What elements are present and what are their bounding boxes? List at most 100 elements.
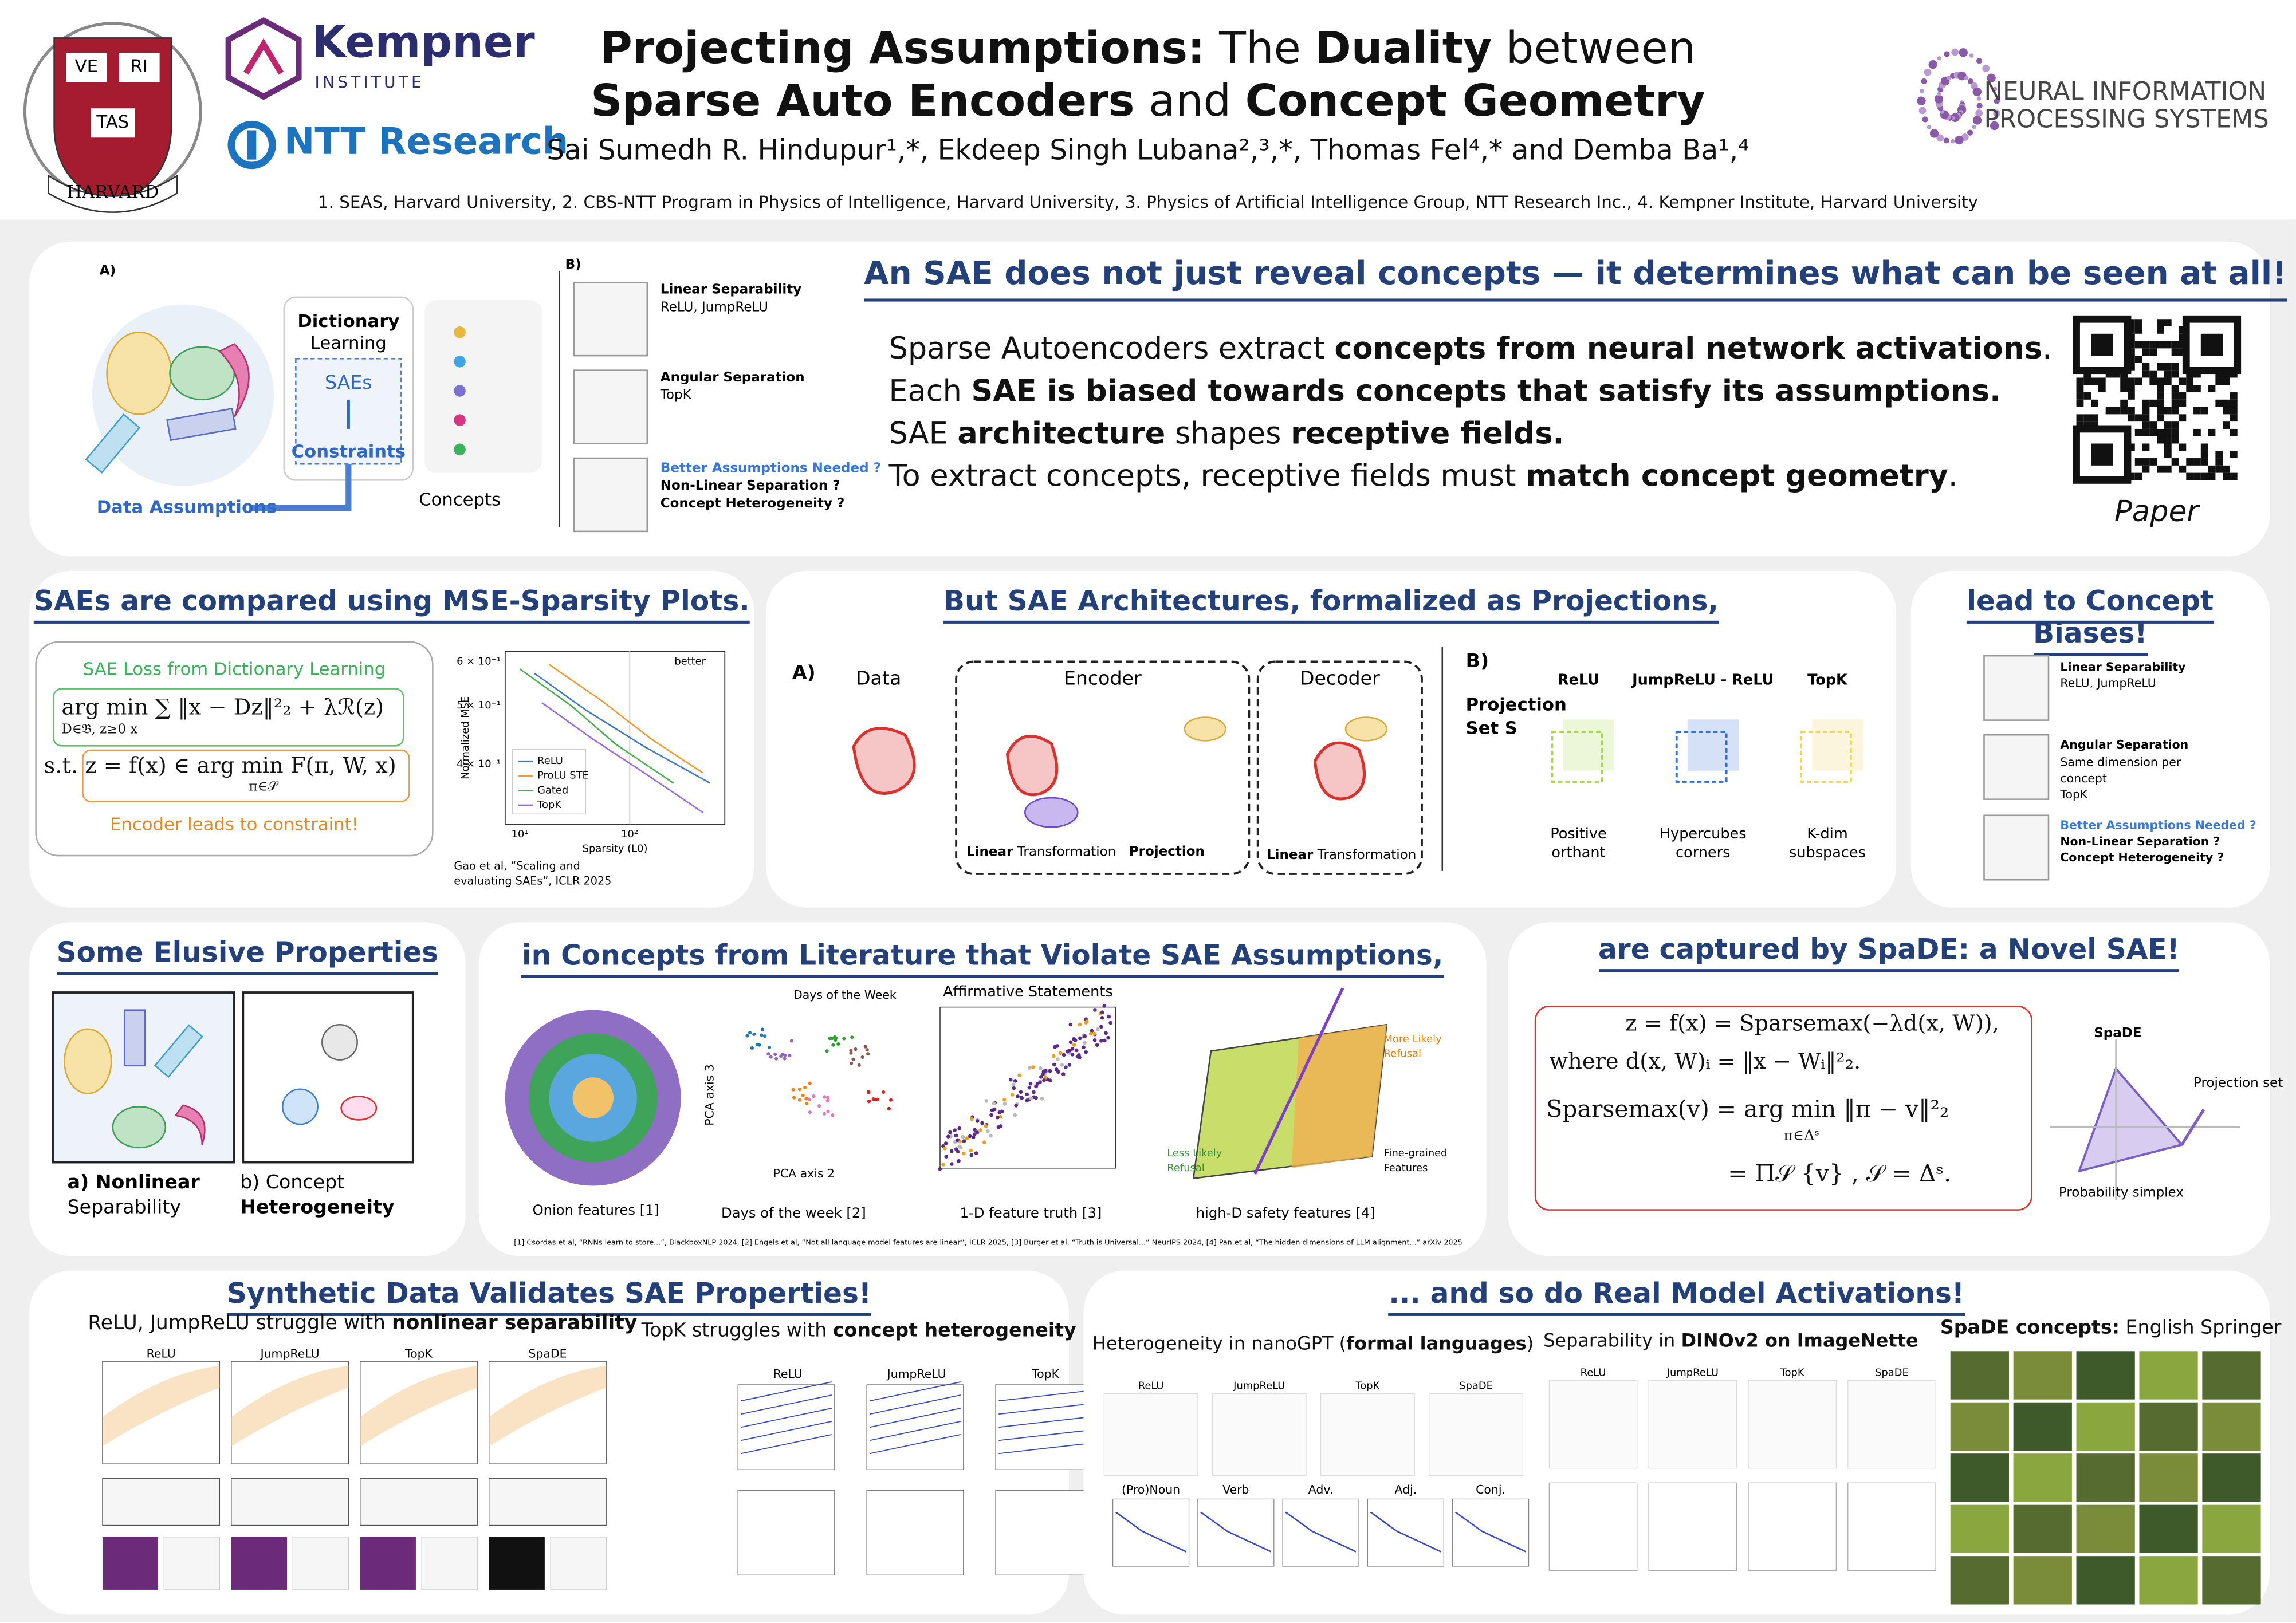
- point: [792, 1096, 796, 1100]
- shape: [218, 343, 250, 418]
- pos-label: Adj.: [1394, 1483, 1417, 1496]
- point: [1039, 1075, 1043, 1079]
- shape: [573, 457, 648, 533]
- qr-cell: [2098, 377, 2106, 385]
- qr-cell: [2076, 414, 2084, 422]
- concept-image: [2202, 1504, 2261, 1554]
- qr-cell: [2083, 392, 2091, 400]
- trend: [1200, 1511, 1272, 1553]
- qr-cell: [2200, 472, 2208, 480]
- simplex-figure: SpaDE Projection set Probability simplex: [2050, 1026, 2283, 1201]
- point: [860, 1055, 864, 1059]
- trend: [870, 1394, 961, 1415]
- qr-finder: [2091, 443, 2113, 466]
- dot: [1982, 65, 1990, 72]
- point: [1068, 1022, 1073, 1027]
- shape: SAEs are compared using MSE-Sparsity Plo…: [29, 585, 754, 624]
- point: [831, 1113, 835, 1117]
- text: Synthetic Data Validates SAE Properties!: [226, 1278, 872, 1316]
- text: Concepts: [419, 490, 501, 510]
- subplot: [1548, 1380, 1638, 1469]
- real-figure: ReLU ReLU JumpReLU JumpReLU TopK TopK SpaDE Spa…: [1103, 1351, 2261, 1605]
- qr-cell: [2164, 451, 2172, 459]
- text: NEURAL INFORMATION: [1984, 77, 2267, 107]
- text: where d(x, W)ᵢ = ‖x − Wᵢ‖²₂.: [1549, 1048, 1861, 1075]
- point: [1052, 1062, 1056, 1067]
- point: [851, 1057, 855, 1061]
- text: NTT Research: [284, 120, 569, 163]
- text: Encoder: [1064, 667, 1142, 690]
- text: Encoder leads to constraint!: [110, 814, 359, 834]
- column-label: ReLU: [1138, 1380, 1164, 1392]
- text-segment: Transformation: [1013, 844, 1116, 859]
- point: [750, 1046, 754, 1050]
- dot: [1934, 94, 1944, 104]
- qr-cell: [2171, 407, 2179, 415]
- text-segment: Each: [888, 373, 972, 409]
- shape: [85, 413, 141, 474]
- mse-panel: SAEs are compared using MSE-Sparsity Plo…: [29, 570, 754, 908]
- text: π∈Δˢ: [1783, 1128, 1820, 1145]
- projection-cube: [1551, 731, 1603, 783]
- point: [1060, 1062, 1064, 1067]
- shape: [454, 326, 466, 338]
- column-label: ReLU: [1581, 1367, 1606, 1379]
- dot: [1917, 96, 1926, 105]
- text-segment: SAE is biased towards concepts that sati…: [971, 373, 2002, 409]
- text: concept: [2060, 771, 2107, 785]
- point: [1088, 1031, 1093, 1036]
- point: [958, 1145, 963, 1150]
- point: [944, 1155, 949, 1159]
- pos-label: Adv.: [1308, 1483, 1334, 1496]
- neurips-icon: [1917, 48, 2000, 145]
- shape: [548, 664, 703, 774]
- subplot: [1748, 1482, 1837, 1571]
- text-segment: Duality: [1315, 23, 1492, 75]
- dot: [1992, 86, 1998, 92]
- dot: [1990, 121, 1999, 131]
- qr-cell: [2164, 341, 2172, 349]
- point: [867, 1100, 871, 1104]
- point: [766, 1052, 770, 1056]
- shape: are captured by SpaDE: a Novel SAE!: [1508, 933, 2270, 972]
- point: [1038, 1066, 1043, 1070]
- point: [1084, 1050, 1088, 1054]
- concept-image: [2202, 1556, 2261, 1605]
- text-segment: and: [1134, 76, 1245, 128]
- dot: [1972, 124, 1977, 129]
- qr-cell: [2157, 436, 2164, 444]
- subplot: [1648, 1380, 1737, 1469]
- caption: corners: [1676, 844, 1730, 861]
- column-label: TopK: [1355, 1380, 1380, 1392]
- trend: [741, 1381, 832, 1402]
- qr-cell: [2157, 385, 2164, 393]
- qr-cell: [2142, 443, 2150, 451]
- qr-cell: [2134, 356, 2142, 363]
- point: [1103, 1038, 1107, 1043]
- point: [850, 1061, 854, 1065]
- point: [971, 1135, 976, 1139]
- qr-cell: [2134, 377, 2142, 385]
- shape: Some Elusive Properties: [29, 936, 466, 975]
- ntt-icon: [227, 120, 276, 170]
- qr-cell: [2142, 414, 2150, 422]
- text: Projection set: [2193, 1076, 2283, 1090]
- point: [812, 1094, 816, 1098]
- text-segment: Transformation: [1313, 847, 1416, 862]
- shape: [938, 1004, 1112, 1171]
- qr-cell: [2230, 428, 2238, 436]
- trend: [998, 1403, 1090, 1415]
- text-segment: concept heterogeneity: [832, 1320, 1076, 1342]
- qr-cell: [2164, 377, 2172, 385]
- point: [1070, 1052, 1075, 1057]
- qr-cell: [2149, 348, 2157, 356]
- text: Projection: [1466, 695, 1567, 715]
- concept-image: [1950, 1351, 2009, 1400]
- shape: [321, 1023, 358, 1061]
- subplot: [1429, 1393, 1523, 1476]
- dot: [1957, 71, 1967, 81]
- qr-cell: [2149, 399, 2157, 407]
- subplot: [1748, 1380, 1837, 1469]
- spade-box: [1534, 1006, 2032, 1211]
- subplot: [231, 1478, 349, 1526]
